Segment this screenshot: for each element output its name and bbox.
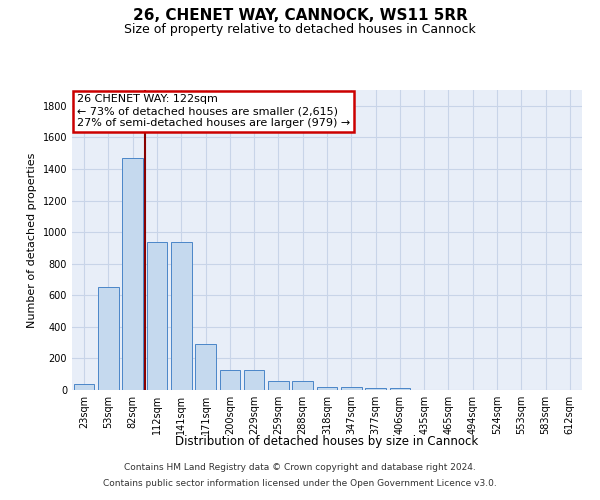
Text: Contains public sector information licensed under the Open Government Licence v3: Contains public sector information licen… (103, 478, 497, 488)
Bar (74, 384, 94, 390)
Bar (98, 288, 119, 390)
Text: 26, CHENET WAY, CANNOCK, WS11 5RR: 26, CHENET WAY, CANNOCK, WS11 5RR (133, 8, 467, 22)
Bar (317, 386, 337, 390)
Bar (220, 370, 240, 390)
Bar (292, 380, 313, 390)
Bar (389, 388, 410, 390)
Bar (365, 388, 386, 390)
Text: Contains HM Land Registry data © Crown copyright and database right 2024.: Contains HM Land Registry data © Crown c… (124, 464, 476, 472)
Bar (244, 370, 265, 390)
Bar (341, 386, 362, 390)
Bar (146, 242, 167, 390)
Bar (122, 158, 143, 390)
Text: 26 CHENET WAY: 122sqm
← 73% of detached houses are smaller (2,615)
27% of semi-d: 26 CHENET WAY: 122sqm ← 73% of detached … (77, 94, 350, 128)
Text: Distribution of detached houses by size in Cannock: Distribution of detached houses by size … (175, 435, 479, 448)
Bar (171, 242, 191, 390)
Bar (268, 380, 289, 390)
Bar (195, 344, 216, 390)
Y-axis label: Number of detached properties: Number of detached properties (27, 152, 37, 328)
Text: Size of property relative to detached houses in Cannock: Size of property relative to detached ho… (124, 22, 476, 36)
